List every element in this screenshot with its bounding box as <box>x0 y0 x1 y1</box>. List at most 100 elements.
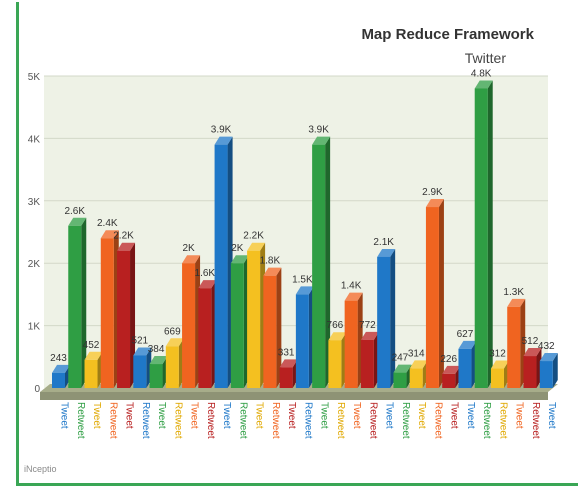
bar <box>360 339 374 388</box>
y-tick-label: 1K <box>28 322 41 333</box>
data-label: 1.3K <box>503 287 524 298</box>
data-label: 1.6K <box>195 268 216 279</box>
bar <box>458 348 472 388</box>
data-label: 512 <box>522 336 539 347</box>
data-label: 2K <box>182 243 195 254</box>
bar <box>442 373 456 388</box>
data-label: 766 <box>327 320 344 331</box>
data-label: 1.5K <box>292 274 313 285</box>
y-tick-label: 4K <box>28 134 41 145</box>
bar <box>425 207 439 388</box>
category-label: Retweet <box>270 402 281 439</box>
category-label: Tweet <box>124 402 135 429</box>
data-label: 1.8K <box>260 256 281 267</box>
bar-top <box>474 80 493 89</box>
data-label: 314 <box>408 348 425 359</box>
bar-top <box>507 298 526 307</box>
category-label: Tweet <box>449 402 460 429</box>
category-label: Tweet <box>254 402 265 429</box>
category-label: Retweet <box>205 402 216 439</box>
data-label: 2.4K <box>97 218 118 229</box>
bar <box>393 372 407 388</box>
bar-top <box>295 286 314 295</box>
bottom-border <box>16 483 578 486</box>
category-label: Retweet <box>367 402 378 439</box>
bar <box>117 250 131 388</box>
data-label: 384 <box>148 344 165 355</box>
bar <box>214 144 228 388</box>
category-label: Retweet <box>107 402 118 439</box>
bar-top <box>442 365 461 374</box>
category-label: Retweet <box>432 402 443 439</box>
category-label: Tweet <box>319 402 330 429</box>
data-label: 4.8K <box>471 68 492 79</box>
bar <box>198 288 212 388</box>
bar-top <box>523 348 542 357</box>
category-label: Tweet <box>189 402 200 429</box>
bar-top <box>409 360 428 369</box>
bar <box>165 346 179 388</box>
bar <box>84 359 98 388</box>
data-label: 432 <box>538 341 555 352</box>
bar-top <box>165 338 184 347</box>
bar-top <box>230 255 249 264</box>
data-label: 3.9K <box>211 125 232 136</box>
bar-top <box>149 356 168 365</box>
bar-top <box>100 230 119 239</box>
category-label: Tweet <box>514 402 525 429</box>
category-label: Retweet <box>497 402 508 439</box>
bar-side <box>390 248 396 388</box>
bar <box>68 225 82 388</box>
bar-top <box>425 199 444 208</box>
bar-side <box>487 80 493 388</box>
data-label: 243 <box>50 353 67 364</box>
category-label: Retweet <box>400 402 411 439</box>
bar-top <box>68 217 87 226</box>
data-label: 247 <box>392 353 409 364</box>
chart-subtitle: Twitter <box>464 50 506 66</box>
bar-top <box>360 331 379 340</box>
bar <box>312 144 326 388</box>
bar <box>133 355 147 388</box>
left-border <box>16 2 19 485</box>
bar <box>409 368 423 388</box>
data-label: 226 <box>440 354 457 365</box>
bar <box>344 300 358 388</box>
bar-top <box>328 332 347 341</box>
bar <box>230 263 244 388</box>
bar <box>474 88 488 388</box>
bar <box>149 364 163 388</box>
data-label: 772 <box>359 320 376 331</box>
data-label: 331 <box>278 347 295 358</box>
chart-credit: iNceptio <box>24 464 57 474</box>
bar-side <box>552 353 558 388</box>
bar-top <box>539 353 558 362</box>
category-label: Retweet <box>75 402 86 439</box>
category-label: Tweet <box>59 402 70 429</box>
y-tick-label: 5K <box>28 72 41 83</box>
bar-top <box>458 340 477 349</box>
bar <box>490 368 504 388</box>
data-label: 312 <box>489 349 506 360</box>
category-label: Tweet <box>221 402 232 429</box>
bar <box>377 256 391 388</box>
category-label: Tweet <box>416 402 427 429</box>
bar-top <box>133 347 152 356</box>
data-label: 1.4K <box>341 281 362 292</box>
bar <box>279 367 293 388</box>
data-label: 2.9K <box>422 187 443 198</box>
bar-top <box>117 242 136 251</box>
bar <box>52 372 65 388</box>
category-label: Retweet <box>481 402 492 439</box>
data-label: 669 <box>164 326 181 337</box>
y-tick-label: 0 <box>34 384 40 395</box>
bar <box>539 361 553 388</box>
bar <box>100 238 114 388</box>
bar <box>263 275 277 388</box>
bar-top <box>490 360 509 369</box>
bar-top <box>377 248 396 257</box>
bar-side <box>438 199 444 388</box>
floor-front <box>40 392 548 400</box>
bar-top <box>198 280 217 289</box>
